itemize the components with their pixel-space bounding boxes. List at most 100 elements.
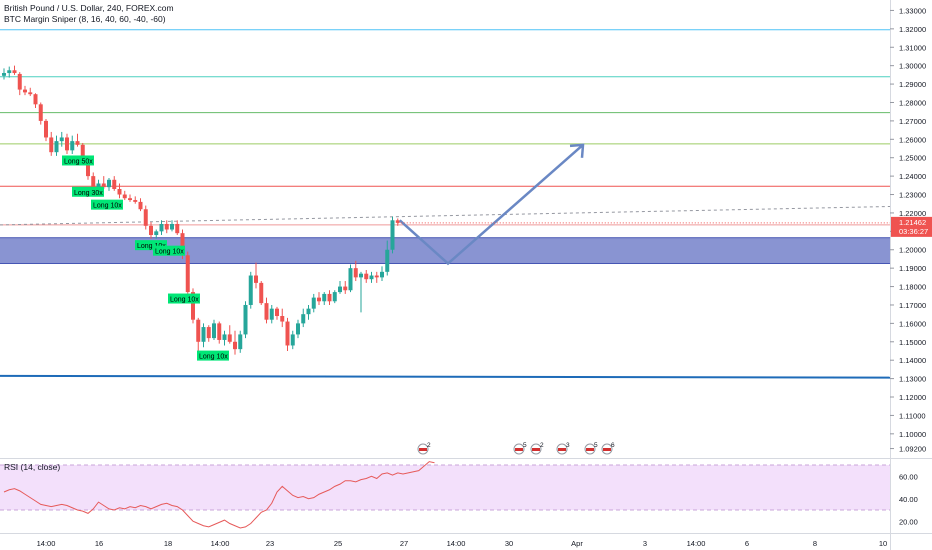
candle-body	[285, 321, 290, 346]
candle-body	[327, 293, 332, 302]
countdown-label: 03:36:27	[899, 227, 928, 236]
candle-body	[317, 297, 321, 302]
signal-box	[62, 155, 94, 166]
candle-body	[385, 249, 390, 272]
candle-body	[290, 334, 295, 346]
candle-body	[149, 225, 153, 236]
event-badge-stripe	[586, 448, 594, 451]
candle-body	[138, 201, 143, 210]
candle-body	[7, 70, 12, 74]
time-tick-label: 25	[334, 539, 342, 548]
rsi-tick-label: 40.00	[899, 495, 918, 504]
candle-body	[65, 137, 69, 151]
candle-body	[212, 323, 216, 339]
price-tick-label: 1.30000	[899, 62, 926, 71]
event-badge-stripe	[515, 448, 523, 451]
price-tick-label: 1.25000	[899, 154, 926, 163]
price-tick-label: 1.19000	[899, 264, 926, 273]
time-tick-label: 3	[643, 539, 647, 548]
signal-label: Long 50x	[64, 158, 93, 165]
event-badge-stripe	[603, 448, 611, 451]
time-tick-label: 10	[879, 539, 887, 548]
candle-body	[49, 137, 54, 153]
horizontal-levels	[0, 29, 890, 226]
candle-body	[159, 223, 164, 232]
candle-body	[33, 94, 38, 105]
rsi-line	[3, 461, 435, 529]
candle-body	[117, 189, 122, 195]
event-badge-count: 6	[611, 442, 615, 449]
event-badge-stripe	[532, 448, 540, 451]
candle-body	[196, 319, 201, 342]
candle-body	[70, 141, 75, 151]
signal-box	[72, 186, 104, 197]
candle-body	[243, 304, 248, 335]
event-badge-count: 5	[523, 442, 527, 449]
event-badge-count: 2	[540, 442, 544, 449]
price-tick-label: 1.13000	[899, 375, 926, 384]
signal-label: Long 30x	[74, 190, 103, 197]
signal-label: Long 10x	[199, 354, 228, 361]
price-tick-label: 1.33000	[899, 6, 926, 15]
candle-body	[222, 334, 227, 340]
candle-body	[164, 223, 169, 230]
candle-body	[38, 104, 43, 121]
candle-body	[133, 200, 138, 202]
price-tick-label: 1.28000	[899, 98, 926, 107]
time-tick-label: Apr	[571, 539, 583, 548]
candle-body	[143, 209, 148, 226]
candle-body	[280, 316, 285, 322]
candle-body	[91, 176, 96, 191]
time-tick-label: 23	[266, 539, 274, 548]
candle-body	[380, 271, 384, 278]
rsi-pane	[0, 461, 890, 529]
event-badge-stripe	[558, 448, 566, 451]
current-price-badge	[891, 216, 932, 237]
signal-box	[135, 240, 167, 251]
price-tick-label: 1.11000	[899, 411, 926, 420]
price-tick-label: 1.24000	[899, 172, 926, 181]
candle-body	[395, 220, 400, 223]
candle-body	[191, 292, 195, 320]
rsi-tick-label: 60.00	[899, 472, 918, 481]
time-tick-label: 8	[813, 539, 817, 548]
candle-body	[296, 323, 300, 335]
candle-body	[301, 314, 306, 324]
candle-body	[86, 161, 90, 177]
candle-body	[206, 327, 211, 339]
candle-body	[23, 89, 27, 93]
support-trendline	[0, 374, 891, 379]
price-tick-label: 1.31000	[899, 43, 926, 52]
candle-body	[264, 303, 269, 320]
price-tick-label: 1.16000	[899, 319, 926, 328]
price-tick-label: 1.26000	[899, 135, 926, 144]
time-tick-label: 30	[505, 539, 513, 548]
candle-body	[364, 273, 369, 280]
candle-body	[80, 144, 85, 162]
trendlines	[0, 205, 891, 379]
time-axis[interactable]: 14:00 16 18 14:00 23 25 27 14:00 30 Apr 3 14:00 6 8 10	[37, 539, 888, 548]
rsi-title: RSI (14, close)	[4, 462, 61, 472]
signal-label: Long 10x	[137, 243, 166, 250]
candle-body	[101, 183, 106, 188]
candle-body	[338, 286, 342, 293]
candle-body	[233, 341, 237, 350]
candle-body	[217, 323, 222, 340]
price-tick-label: 1.20000	[899, 246, 926, 255]
candle-body	[154, 231, 159, 236]
candle-body	[180, 233, 185, 256]
projection-arrow	[398, 143, 585, 266]
price-tick-label: 1.14000	[899, 356, 926, 365]
candle-body	[374, 275, 379, 278]
candle-body	[369, 275, 374, 280]
candle-body	[28, 92, 33, 95]
arrow-head	[569, 143, 585, 158]
candlestick-series	[2, 65, 400, 355]
rsi-tick-label: 20.00	[899, 517, 918, 526]
price-axis[interactable]: 1.33000 1.32000 1.31000 1.30000 1.29000 1.280…	[397, 6, 932, 526]
candle-body	[12, 70, 17, 74]
current-price-label: 1.21462	[899, 218, 926, 227]
price-tick-label: 1.22000	[899, 209, 926, 218]
candle-body	[54, 141, 59, 153]
